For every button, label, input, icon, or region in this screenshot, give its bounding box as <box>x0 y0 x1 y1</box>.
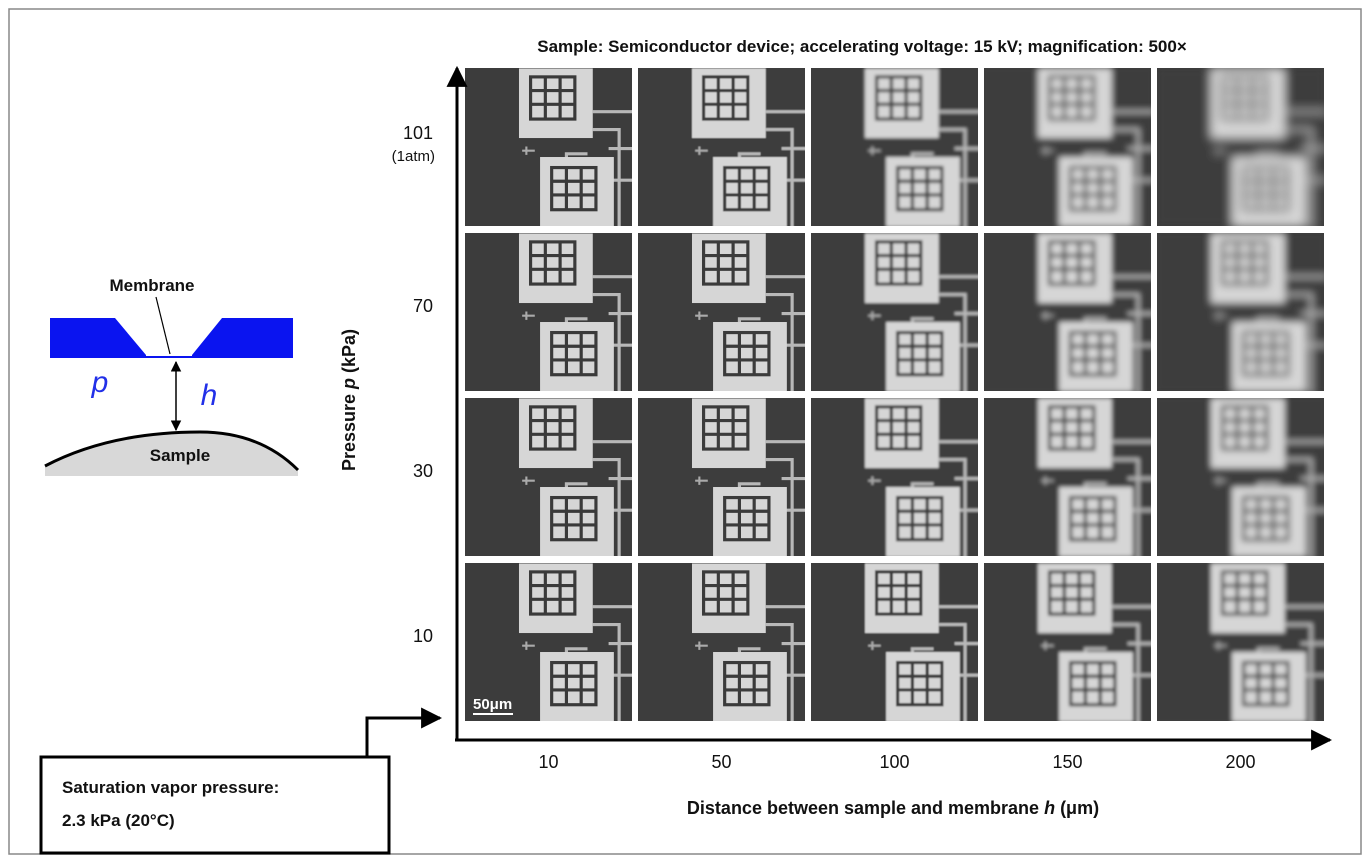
y-axis-title-var: p <box>339 378 359 390</box>
note-arrow <box>365 707 443 757</box>
y-tick-note: (1atm) <box>392 148 435 165</box>
y-axis-title: Pressure p (kPa) <box>339 329 359 471</box>
sem-image <box>465 233 632 391</box>
y-axis-title-text: Pressure <box>339 389 359 471</box>
pressure-symbol: p <box>91 366 109 399</box>
x-tick-label: 150 <box>1052 752 1082 772</box>
y-tick-label: 10 <box>413 626 433 646</box>
sem-image <box>984 563 1151 721</box>
sem-image <box>811 398 978 556</box>
sample-surface <box>44 430 300 472</box>
sem-image <box>984 233 1151 391</box>
x-tick-label: 100 <box>879 752 909 772</box>
sem-image <box>811 68 978 226</box>
sem-image <box>984 68 1151 226</box>
sem-image <box>638 398 805 556</box>
y-axis-title-unit: (kPa) <box>339 329 359 378</box>
frame <box>8 8 1362 855</box>
sem-image <box>1157 563 1324 721</box>
sem-image <box>1157 233 1324 391</box>
image-grid <box>465 68 1324 721</box>
sample-label: Sample <box>150 446 210 465</box>
y-tick-label: 101 <box>403 123 433 143</box>
x-tick-label: 50 <box>711 752 731 772</box>
note-line: Saturation vapor pressure: <box>62 778 279 797</box>
x-axis-title: Distance between sample and membrane h (… <box>687 798 1099 818</box>
scale-bar-label: 50μm <box>473 696 512 713</box>
sem-image <box>638 233 805 391</box>
sem-image <box>1157 68 1324 226</box>
sem-image <box>638 563 805 721</box>
x-tick-label: 10 <box>538 752 558 772</box>
x-axis-title-text: Distance between sample and membrane <box>687 798 1044 818</box>
x-axis-title-unit: (μm) <box>1055 798 1099 818</box>
sem-image <box>465 398 632 556</box>
scale-bar-bg <box>471 691 515 715</box>
note-box <box>39 755 391 855</box>
membrane-holder <box>50 318 293 358</box>
y-tick-label: 70 <box>413 296 433 316</box>
title: Sample: Semiconductor device; accelerati… <box>537 37 1187 56</box>
pointer <box>155 296 171 355</box>
membrane-label: Membrane <box>109 276 194 295</box>
distance-symbol: h <box>201 379 218 412</box>
note-line: 2.3 kPa (20°C) <box>62 811 175 830</box>
sem-image <box>984 398 1151 556</box>
x-axis-title-var: h <box>1044 798 1055 818</box>
sem-image <box>465 68 632 226</box>
y-tick-label: 30 <box>413 461 433 481</box>
sem-image <box>638 68 805 226</box>
schematic: Membrane p h Sample <box>44 276 300 476</box>
sem-image <box>811 233 978 391</box>
sem-image <box>811 563 978 721</box>
sem-image <box>1157 398 1324 556</box>
x-tick-label: 200 <box>1225 752 1255 772</box>
